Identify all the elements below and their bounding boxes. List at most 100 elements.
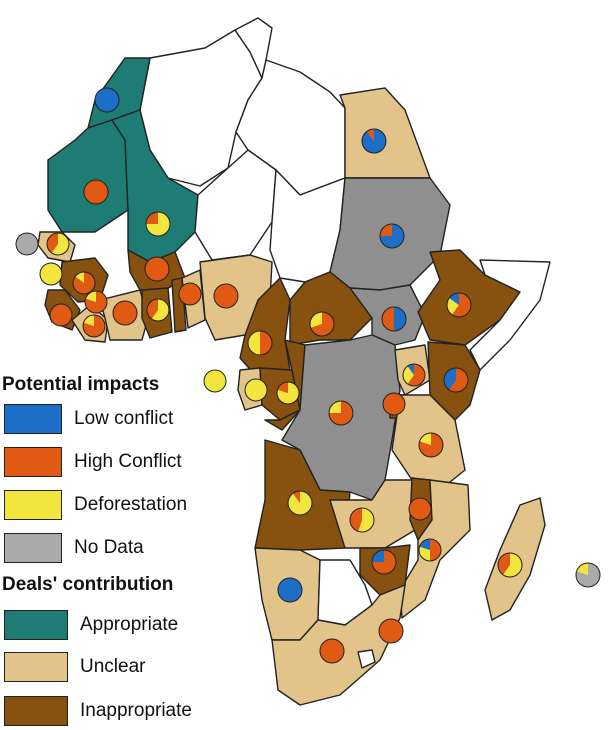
pie-gabon [276,381,300,405]
pie-south-africa-east [378,618,404,644]
pie-slice-deforestation [447,297,459,315]
pie-outline [371,549,397,575]
pie-slice-deforestation [248,331,260,355]
legend-item-deforestation: Deforestation [4,488,187,522]
legend-item-inappropriate: Inappropriate [4,694,192,728]
legend-swatch-appropriate [4,610,68,640]
pie-sierra-leone [49,303,73,327]
pie-slice-high_conflict [277,382,288,393]
pie-outline [146,298,170,322]
region-mali [111,109,199,263]
legend-swatch-unclear [4,652,68,682]
pie-burkina-faso [144,256,170,282]
legend-label-inappropriate: Inappropriate [80,700,192,721]
pie-ghana [146,298,170,322]
pie-ethiopia [446,292,472,318]
pie-outline [418,432,444,458]
region-egypt [339,87,431,179]
pie-slice-deforestation [287,491,312,516]
pie-slice-deforestation [358,508,375,532]
pie-outline [446,292,472,318]
pie-outline [72,271,96,295]
pie-slice-low_conflict [94,87,120,113]
pie-slice-high_conflict [47,233,58,253]
pie-slice-deforestation [329,401,341,413]
pie-cape-verde [15,232,39,256]
legend-item-unclear: Unclear [4,650,145,684]
legend-label-unclear: Unclear [80,656,146,677]
pie-slice-deforestation [203,369,227,393]
pie-slice-deforestation [83,315,94,326]
pie-sudan [379,223,405,249]
legend-swatch-low-conflict [4,404,62,434]
pie-outline [497,552,523,578]
pie-morocco [94,87,120,113]
pie-slice-deforestation [309,312,322,328]
pie-slice-low_conflict [277,577,303,603]
pie-slice-high_conflict [144,256,170,282]
pie-slice-deforestation [402,366,414,384]
pie-slice-high_conflict [498,553,510,575]
pie-mali [145,211,171,237]
pie-slice-high_conflict [380,224,392,236]
pie-cameroon [247,330,273,356]
pie-slice-high_conflict [84,291,107,313]
pie-guinea-bissau [72,271,96,295]
legend-label-high-conflict: High Conflict [74,451,182,472]
pie-south-africa [319,638,345,664]
pie-slice-high_conflict [310,312,334,336]
pie-slice-high_conflict [49,303,73,327]
pie-outline [247,330,273,356]
pie-drc [328,400,354,426]
pie-guinea [84,290,108,314]
pie-slice-deforestation [85,291,96,302]
pie-mauritius [575,562,601,588]
pie-slice-high_conflict [319,638,345,664]
pie-gambia [39,262,63,286]
pie-outline [328,400,354,426]
pie-slice-low_conflict [372,550,384,562]
pie-slice-high_conflict [419,433,443,458]
legend-label-low-conflict: Low conflict [74,408,174,429]
pie-slice-low_conflict [407,364,414,375]
pie-slice-high_conflict [83,179,109,205]
pie-tanzania [418,432,444,458]
legend-item-no-data: No Data [4,531,144,565]
pie-uganda [402,363,426,387]
pie-slice-deforestation [51,233,70,255]
pie-slice-deforestation [576,563,588,575]
pie-angola [287,490,313,516]
pie-kenya [443,367,469,393]
pie-outline [309,311,335,337]
pie-slice-high_conflict [147,299,158,319]
pie-slice-low_conflict [394,307,406,331]
pie-slice-deforestation [244,378,268,402]
pie-outline [84,290,108,314]
pie-chad [309,311,335,337]
pie-equatorial-guinea [244,378,268,402]
pie-slice-high_conflict [382,307,394,331]
pie-outline [287,490,313,516]
legend-swatch-no-data [4,533,62,563]
legend-contribution-title: Deals' contribution [2,574,174,595]
pie-slice-high_conflict [260,331,272,355]
region-somalia [469,259,551,371]
pie-outline [276,381,300,405]
pie-slice-deforestation [151,299,170,322]
pie-madagascar [497,552,523,578]
pie-outline [575,562,601,588]
pie-outline [82,314,106,338]
pie-outline [381,306,407,332]
legend-label-deforestation: Deforestation [74,494,188,515]
pie-slice-high_conflict [408,497,432,521]
pie-slice-low_conflict [419,539,430,550]
pie-slice-high_conflict [146,212,158,224]
pie-bioko [203,369,227,393]
pie-outline [402,363,426,387]
pie-slice-low_conflict [444,368,456,390]
pie-slice-high_conflict [112,300,138,326]
pie-outline [418,538,442,562]
legend-item-appropriate: Appropriate [4,608,178,642]
pie-outline [379,223,405,249]
pie-slice-high_conflict [382,392,406,416]
